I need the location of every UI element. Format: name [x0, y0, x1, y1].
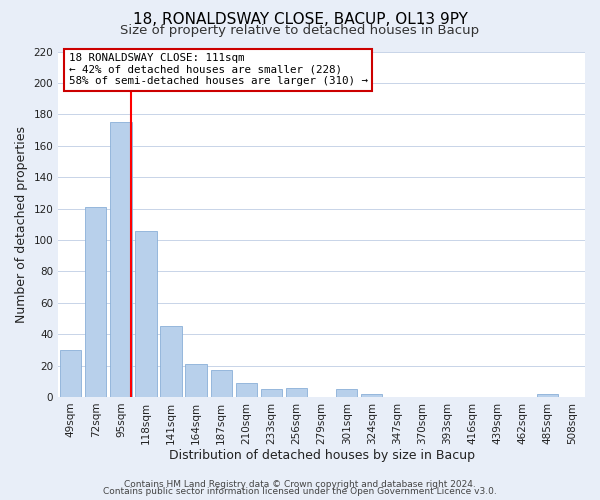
Bar — [160, 326, 182, 397]
Text: 18 RONALDSWAY CLOSE: 111sqm
← 42% of detached houses are smaller (228)
58% of se: 18 RONALDSWAY CLOSE: 111sqm ← 42% of det… — [69, 53, 368, 86]
Bar — [136, 230, 157, 397]
Text: 18, RONALDSWAY CLOSE, BACUP, OL13 9PY: 18, RONALDSWAY CLOSE, BACUP, OL13 9PY — [133, 12, 467, 28]
Bar — [85, 207, 106, 397]
Y-axis label: Number of detached properties: Number of detached properties — [15, 126, 28, 322]
Text: Contains public sector information licensed under the Open Government Licence v3: Contains public sector information licen… — [103, 487, 497, 496]
Bar — [261, 389, 282, 397]
Bar — [60, 350, 82, 397]
Bar — [537, 394, 558, 397]
X-axis label: Distribution of detached houses by size in Bacup: Distribution of detached houses by size … — [169, 450, 475, 462]
Text: Contains HM Land Registry data © Crown copyright and database right 2024.: Contains HM Land Registry data © Crown c… — [124, 480, 476, 489]
Bar — [286, 388, 307, 397]
Bar — [110, 122, 131, 397]
Bar — [211, 370, 232, 397]
Bar — [336, 389, 358, 397]
Bar — [236, 383, 257, 397]
Bar — [185, 364, 207, 397]
Bar — [361, 394, 382, 397]
Text: Size of property relative to detached houses in Bacup: Size of property relative to detached ho… — [121, 24, 479, 37]
